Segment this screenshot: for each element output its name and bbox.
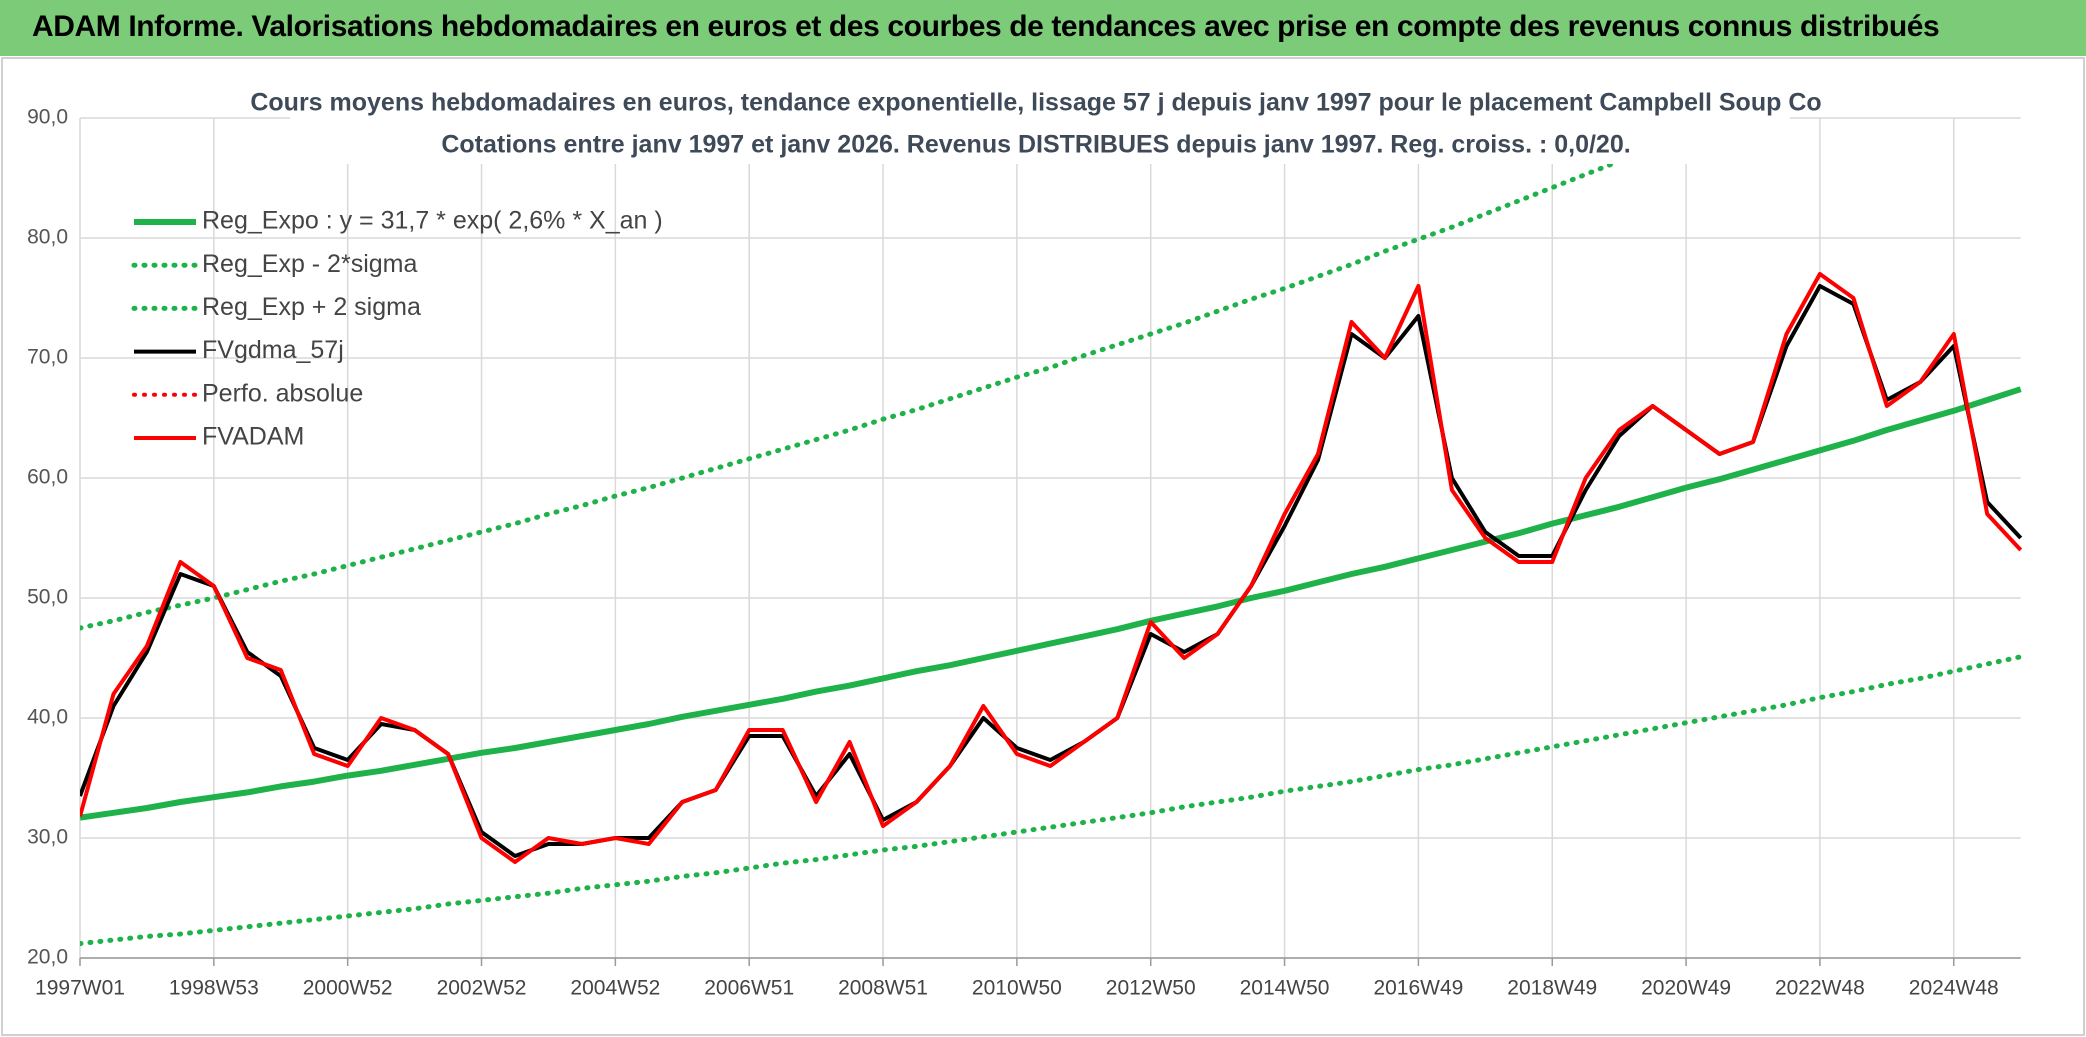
header-bar: ADAM Informe. Valorisations hebdomadaire… — [0, 0, 2086, 56]
chart-title: Cours moyens hebdomadaires en euros, ten… — [250, 89, 1821, 117]
y-tick-label: 60,0 — [27, 466, 68, 489]
y-tick-label: 50,0 — [27, 586, 68, 609]
x-tick-label: 2008W51 — [838, 977, 928, 1000]
y-tick-label: 40,0 — [27, 706, 68, 729]
legend-label: Reg_Exp + 2 sigma — [202, 293, 421, 321]
chart-frame — [1, 57, 2085, 1036]
y-tick-label: 20,0 — [27, 946, 68, 969]
plot-area — [80, 118, 2024, 947]
x-tick-label: 2000W52 — [303, 977, 393, 1000]
x-tick-label: 2014W50 — [1240, 977, 1330, 1000]
chart: 20,0 30,0 40,0 50,0 60,0 70,0 80,0 90,0 1997W01 1… — [1, 57, 2085, 1036]
x-tick-label: 2024W48 — [1909, 977, 1999, 1000]
series-line — [80, 118, 1732, 631]
chart-subtitle: Cotations entre janv 1997 et janv 2026. … — [441, 131, 1630, 159]
x-tick-label: 2002W52 — [437, 977, 527, 1000]
legend-label: Reg_Exp - 2*sigma — [202, 250, 417, 278]
x-tick-label: 2020W49 — [1641, 977, 1731, 1000]
y-tick-label: 80,0 — [27, 226, 68, 249]
series-line — [80, 272, 2023, 864]
header-title: ADAM Informe. Valorisations hebdomadaire… — [32, 10, 1940, 43]
x-tick-label: 1998W53 — [169, 977, 259, 1000]
series-line — [80, 386, 2022, 821]
x-tick-label: 2004W52 — [570, 977, 660, 1000]
series-line — [80, 654, 2024, 947]
legend-label: Perfo. absolue — [202, 379, 363, 407]
legend-label: FVADAM — [202, 423, 304, 451]
legend-label: FVgdma_57j — [202, 336, 344, 364]
x-tick-label: 2022W48 — [1775, 977, 1865, 1000]
y-tick-label: 90,0 — [27, 106, 68, 129]
y-tick-label: 30,0 — [27, 826, 68, 849]
y-tick-label: 70,0 — [27, 346, 68, 369]
x-tick-label: 2016W49 — [1373, 977, 1463, 1000]
x-tick-label: 2010W50 — [972, 977, 1062, 1000]
x-tick-label: 2012W50 — [1106, 977, 1196, 1000]
x-tick-label: 1997W01 — [35, 977, 125, 1000]
legend-label: Reg_Expo : y = 31,7 * exp( 2,6% * X_an ) — [202, 207, 663, 235]
x-tick-label: 2018W49 — [1507, 977, 1597, 1000]
title-background — [290, 78, 1790, 164]
x-tick-label: 2006W51 — [704, 977, 794, 1000]
